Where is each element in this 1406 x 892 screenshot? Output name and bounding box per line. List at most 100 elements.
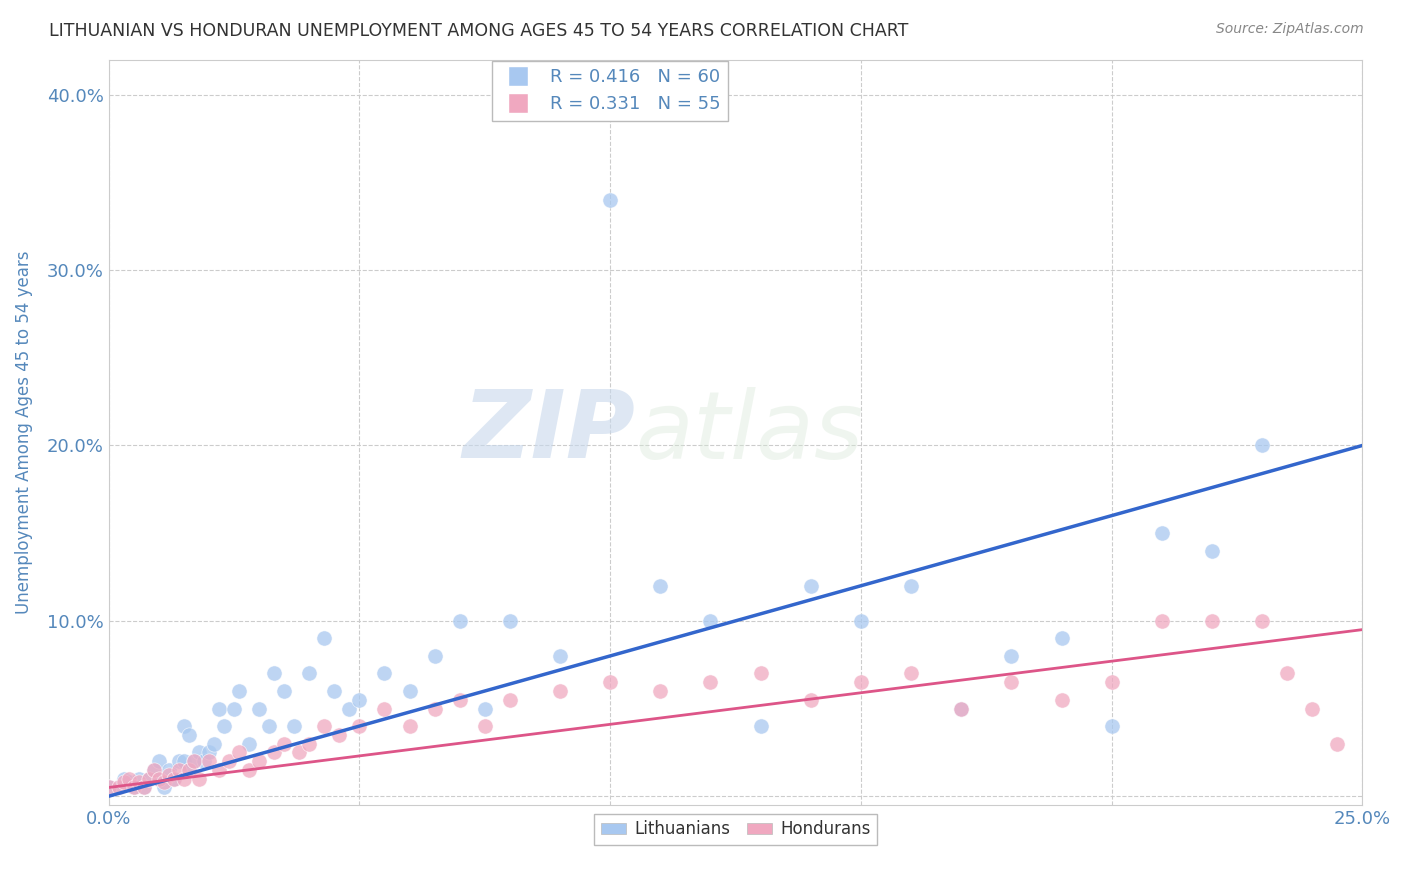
Point xyxy=(800,579,823,593)
Text: atlas: atlas xyxy=(636,387,863,478)
Point xyxy=(183,754,205,768)
Text: LITHUANIAN VS HONDURAN UNEMPLOYMENT AMONG AGES 45 TO 54 YEARS CORRELATION CHART: LITHUANIAN VS HONDURAN UNEMPLOYMENT AMON… xyxy=(49,22,908,40)
Point xyxy=(298,737,321,751)
Point xyxy=(177,763,200,777)
Point xyxy=(1101,675,1123,690)
Point xyxy=(228,745,250,759)
Point xyxy=(474,701,496,715)
Point xyxy=(650,579,672,593)
Point xyxy=(1251,438,1274,452)
Point xyxy=(152,780,174,795)
Point xyxy=(118,772,141,786)
Point xyxy=(323,684,346,698)
Point xyxy=(449,693,471,707)
Point xyxy=(1050,693,1073,707)
Point xyxy=(163,772,186,786)
Point xyxy=(398,684,420,698)
Point xyxy=(288,745,311,759)
Point xyxy=(1101,719,1123,733)
Point xyxy=(222,701,245,715)
Point xyxy=(749,666,772,681)
Point xyxy=(193,754,215,768)
Point xyxy=(1150,526,1173,541)
Point xyxy=(1201,614,1223,628)
Point xyxy=(423,648,446,663)
Point xyxy=(800,693,823,707)
Point xyxy=(349,693,371,707)
Point xyxy=(128,772,150,786)
Point xyxy=(1301,701,1323,715)
Point xyxy=(142,763,165,777)
Point xyxy=(228,684,250,698)
Point xyxy=(132,780,155,795)
Point xyxy=(198,754,221,768)
Point xyxy=(208,701,231,715)
Point xyxy=(263,666,285,681)
Point xyxy=(298,666,321,681)
Point xyxy=(1201,543,1223,558)
Point xyxy=(148,772,170,786)
Point xyxy=(187,772,209,786)
Point xyxy=(449,614,471,628)
Point xyxy=(118,775,141,789)
Point xyxy=(314,719,336,733)
Point xyxy=(208,763,231,777)
Point xyxy=(173,772,195,786)
Point xyxy=(699,675,721,690)
Point xyxy=(167,763,190,777)
Point xyxy=(218,754,240,768)
Point xyxy=(257,719,280,733)
Point xyxy=(212,719,235,733)
Point xyxy=(263,745,285,759)
Point xyxy=(132,780,155,795)
Point xyxy=(314,632,336,646)
Point xyxy=(238,763,260,777)
Point xyxy=(273,737,295,751)
Point xyxy=(474,719,496,733)
Point xyxy=(900,579,922,593)
Text: ZIP: ZIP xyxy=(463,386,636,478)
Point xyxy=(148,772,170,786)
Point xyxy=(373,701,395,715)
Point xyxy=(273,684,295,698)
Point xyxy=(198,745,221,759)
Point xyxy=(1000,648,1022,663)
Point xyxy=(1150,614,1173,628)
Point xyxy=(238,737,260,751)
Point xyxy=(157,768,180,782)
Point xyxy=(548,648,571,663)
Point xyxy=(167,754,190,768)
Point xyxy=(328,728,350,742)
Text: Source: ZipAtlas.com: Source: ZipAtlas.com xyxy=(1216,22,1364,37)
Point xyxy=(138,772,160,786)
Point xyxy=(1277,666,1299,681)
Point xyxy=(499,614,522,628)
Point xyxy=(900,666,922,681)
Legend: Lithuanians, Hondurans: Lithuanians, Hondurans xyxy=(593,814,877,845)
Point xyxy=(373,666,395,681)
Point xyxy=(183,754,205,768)
Point xyxy=(849,614,872,628)
Point xyxy=(337,701,360,715)
Point xyxy=(122,780,145,795)
Point xyxy=(202,737,225,751)
Point xyxy=(548,684,571,698)
Point xyxy=(112,772,135,786)
Point xyxy=(163,772,186,786)
Point xyxy=(107,780,129,795)
Point xyxy=(849,675,872,690)
Point xyxy=(138,772,160,786)
Point xyxy=(107,780,129,795)
Point xyxy=(187,745,209,759)
Point xyxy=(97,780,120,795)
Point xyxy=(423,701,446,715)
Point xyxy=(650,684,672,698)
Point xyxy=(148,754,170,768)
Point xyxy=(699,614,721,628)
Point xyxy=(122,780,145,795)
Point xyxy=(749,719,772,733)
Point xyxy=(152,775,174,789)
Point xyxy=(128,775,150,789)
Point xyxy=(1251,614,1274,628)
Point xyxy=(97,780,120,795)
